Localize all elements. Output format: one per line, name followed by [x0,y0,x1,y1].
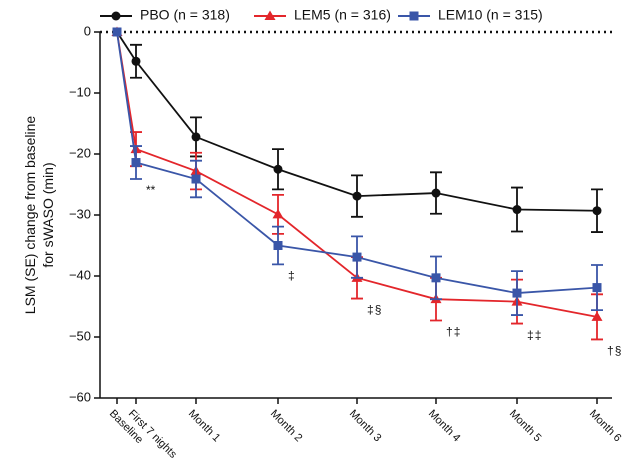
significance-marker: ** [146,183,156,197]
point [431,273,441,283]
point [592,283,602,293]
legend-label: LEM5 (n = 316) [294,7,391,23]
series-line [116,31,598,294]
legend-label: LEM10 (n = 315) [438,7,543,23]
y-axis-label-line: for sWASO (min) [40,162,56,267]
x-tick-label: Month 1 [186,408,223,445]
y-tick-label: −40 [69,267,91,282]
point [131,158,141,168]
significance-marker: ‡ [527,328,534,342]
point [431,188,441,198]
x-tick-label: Month 2 [268,408,305,445]
y-tick-label: −20 [69,145,91,160]
y-axis-label-line: LSM (SE) change from baseline [22,116,38,315]
series [112,27,603,316]
y-tick-label: −30 [69,206,91,221]
series-line [116,31,598,318]
point [272,208,284,219]
series [112,27,603,233]
point [352,252,362,262]
x-tick-label: Month 4 [426,408,463,445]
point [273,241,283,250]
y-tick-label: 0 [84,23,91,38]
significance-marker: ‡ [535,328,542,342]
series-line [116,31,598,212]
point [191,174,201,184]
legend-marker [409,11,419,21]
y-tick-label: −10 [69,84,91,99]
significance-marker: ‡ [367,303,374,317]
significance-marker: ‡ [288,269,295,283]
point [112,27,122,37]
point [592,206,602,216]
significance-marker: § [615,344,622,358]
y-axis-label: LSM (SE) change from baseline for sWASO (… [22,116,56,315]
point [512,205,522,215]
point [131,56,141,66]
x-tick-label: Month 5 [507,408,544,445]
legend-label: PBO (n = 318) [140,7,230,23]
point [191,132,201,142]
point [512,288,522,298]
legend-marker [264,10,276,20]
y-tick-label: −50 [69,328,91,343]
point [273,164,283,174]
point [591,311,603,321]
x-tick-label: Month 6 [587,408,624,445]
significance-marker: § [375,303,382,317]
significance-marker: † [607,344,614,358]
y-tick-label: −60 [69,389,91,404]
point [352,191,362,201]
significance-marker: ‡ [454,325,461,339]
legend-marker [111,11,121,21]
significance-marker: † [446,325,453,339]
x-tick-label: Month 3 [347,408,384,445]
